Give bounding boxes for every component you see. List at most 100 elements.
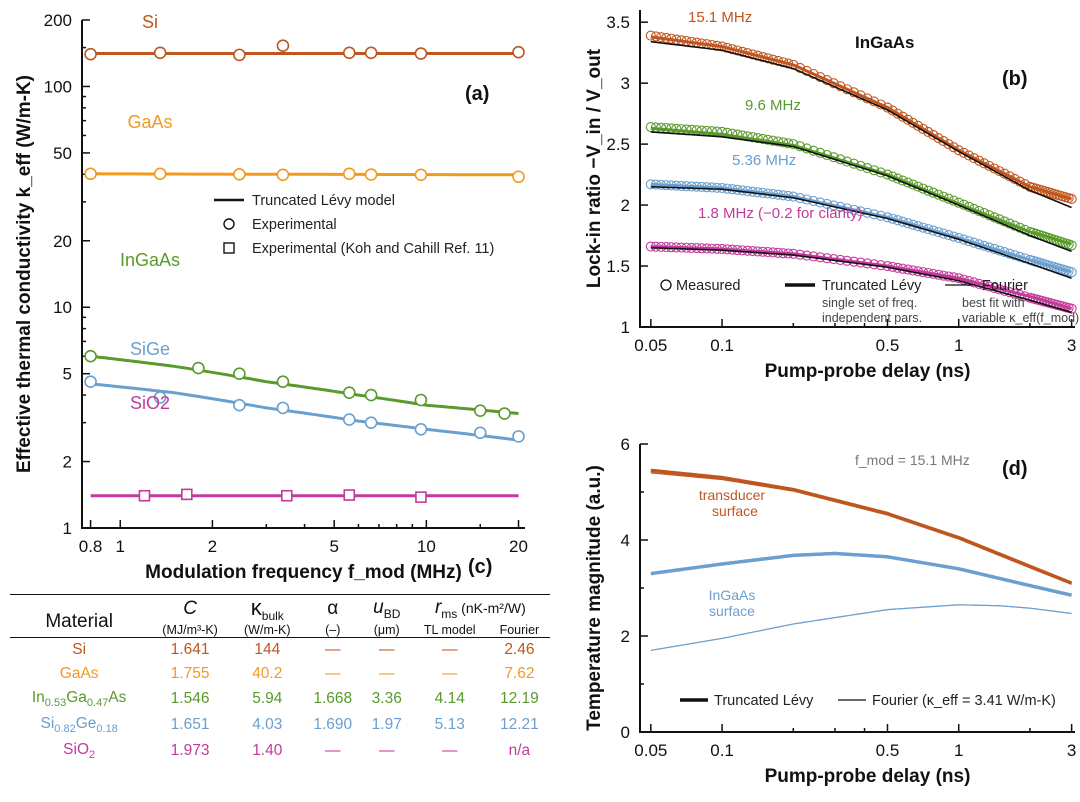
legend-b-levy-label: Truncated Lévy [822,278,922,294]
panel-d-ytick-label: 2 [621,627,630,646]
panel-d-ytick-label: 6 [621,435,630,454]
series-SiGe-label: SiGe [130,339,170,359]
series-GaAs-point [512,170,525,184]
table-cell-alpha: 1.668 [313,689,353,707]
panel-a-label: (a) [465,83,489,105]
table-cell-alpha: 1.690 [313,715,353,733]
series-Si-point [276,39,290,52]
panel-b-3-levy-line [650,245,1073,311]
panel-b-ytick-label: 3.5 [606,13,630,32]
panel-b-0-measured-point [828,78,839,89]
table-cell-tl: 5.13 [434,715,465,733]
series-Si-point [233,48,246,62]
panel-b-xtick-label: 3 [1067,336,1076,355]
panel-b-0-measured-point [943,139,954,150]
col-rms: rms (nK-m²/W) [411,595,550,623]
col-rms-unit: (nK-m²/W) [457,600,526,616]
table-cell-material: In0.53Ga0.47As [31,688,127,709]
panel-b-1-levy-line [650,126,1073,246]
col-alpha-label: α [327,597,339,619]
legend-b-measured-label: Measured [676,278,740,294]
table-row: SiO2 1.973 1.40 — — — n/a [10,738,550,764]
table-cell-kbulk: 4.03 [252,715,283,733]
table-cell-material: Si [72,640,87,658]
table-cell-c: 1.546 [170,689,210,707]
panel-a-xtick-label: 1 [116,537,125,556]
series-GaAs-point [342,167,356,181]
series-GaAs-point [276,168,290,182]
panel-b-xtick-label: 1 [954,336,963,355]
unit-tl: TL model [423,622,476,637]
panel-d-0-label-line: transducer [699,487,765,503]
series-InGaAs-label: InGaAs [120,250,180,270]
panel-b-0-measured-point [958,147,969,158]
table-cell-material: SiO2 [63,740,96,762]
table-header-row: Material C κbulk α uBD rms (nK-m²/W) [10,594,550,632]
table-cell-alpha: — [324,664,341,682]
table-cell-kbulk: 40.2 [252,664,283,682]
panel-b-ylabel: Lock-in ratio −V_in / V_out [584,48,605,288]
panel-d-1-label-line: InGaAs [709,587,756,603]
col-ubd: uBD [363,595,411,623]
table-row: GaAs 1.755 40.2 — — — 7.62 [10,662,550,686]
table-cell-ubd: 1.97 [371,715,402,733]
panel-a-ytick-label: 10 [53,298,72,317]
panel-d-0-levy-line [650,468,1073,585]
panel-a-ytick-label: 1 [63,519,72,538]
panel-a-xtick-label: 0.8 [79,537,103,556]
panel-a-ytick-label: 100 [44,77,72,96]
panel-b-1-measured-point [1066,240,1077,251]
panel-d-xtick-label: 0.5 [876,741,900,760]
series-InGaAs-point [414,393,428,407]
panel-a-xtick-label: 10 [417,537,436,556]
panel-b-0-measured-point [953,145,964,156]
panel-d-xtick-label: 0.05 [634,741,667,760]
series-SiGe-point [342,413,356,426]
series-SiGe-point [153,391,167,404]
panel-b-0-measured-point [808,68,819,80]
table-cell-ubd: — [378,742,395,760]
series-SiGe-point [233,398,246,412]
panel-b-0-measured-point [835,81,846,92]
series-SiGe-point [276,401,290,415]
panel-a-xlabel: Modulation frequency f_mod (MHz) [145,562,462,583]
panel-a-xtick-label: 20 [509,537,528,556]
legend-d-levy-label: Truncated Lévy [714,693,814,709]
table-cell-tl: — [442,742,458,760]
panel-d-chart: 0 2 4 6 0.05 0.1 0.5 1 3 Pump-probe delay (ns) Tem… [584,435,1076,787]
panel-d-1-label-line: surface [709,603,755,619]
series-Si-point [342,46,356,60]
series-SiGe-point [512,430,525,443]
legend-a-exp-swatch [223,218,235,230]
table-row: Si0.82Ge0.18 1.651 4.03 1.690 1.97 5.13 12.21 [10,712,550,738]
table-row: In0.53Ga0.47As 1.546 5.94 1.668 3.36 4.14 12.1… [10,686,550,712]
series-GaAs-point [233,168,246,181]
panel-d-ylabel: Temperature magnitude (a.u.) [584,465,605,731]
panel-a-ytick-label: 20 [53,232,72,251]
panel-d-0-label-line: surface [712,503,758,519]
panel-b-0-measured-point [928,129,939,141]
table-cell-fourier: n/a [508,742,531,760]
legend-a-model-label: Truncated Lévy model [252,193,395,209]
series-GaAs-point [364,168,378,181]
panel-d-ytick-label: 0 [621,723,630,742]
table-cell-material: GaAs [59,664,99,682]
panel-b-xtick-label: 0.5 [876,336,900,355]
series-InGaAs-point [364,388,378,402]
series-Si-point [153,46,167,60]
col-alpha: α [303,595,363,623]
panel-b-ytick-label: 3 [621,74,630,93]
legend-b-fourier-sub2: variable κ_eff(f_mod) [962,311,1079,325]
col-kbulk: κbulk [232,595,303,623]
table-cell-alpha: — [324,640,341,658]
panel-d-1-levy-line [650,551,1073,597]
panel-b-chart: 1 1.5 2 2.5 3 3.5 0.05 0.1 0.5 1 3 Pump-probe delay… [584,9,1079,382]
panel-b-0-measured-point [848,87,859,98]
series-SiGe-point [84,375,97,388]
series-SiGe-point [473,426,487,440]
panel-b-0-measured-point [645,30,656,41]
legend-b-levy-sub1: single set of freq. [822,296,917,310]
table-cell-ubd: — [378,664,395,682]
series-Si-label: Si [142,12,158,32]
panel-b-2-freq-label: 5.36 MHz [732,152,796,169]
